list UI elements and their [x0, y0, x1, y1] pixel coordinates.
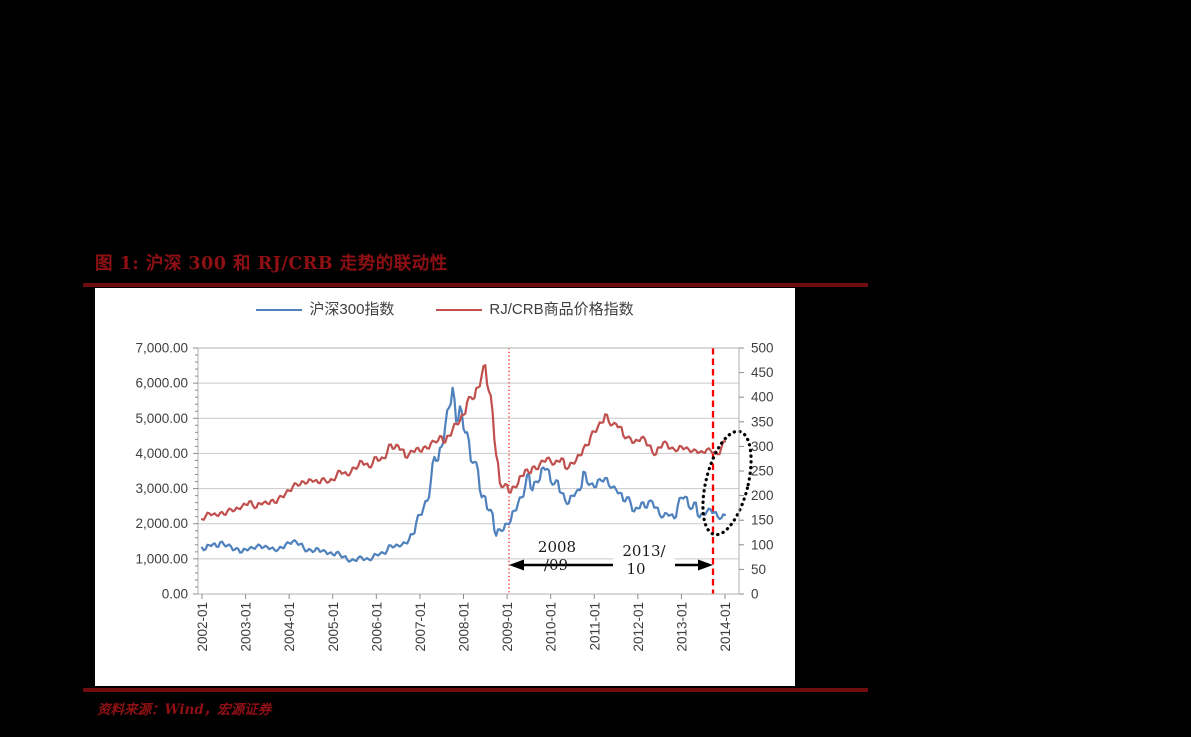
y-axis-label-left: 7,000.00 [135, 341, 188, 356]
annotation-2013-line1: 2013/ [622, 542, 666, 560]
annotation-2008-line2: /09 [544, 556, 568, 574]
y-axis-label-right: 350 [751, 414, 774, 429]
y-axis-label-right: 250 [751, 464, 774, 479]
annotation-2008-line1: 2008 [538, 538, 576, 556]
chart-panel: 2008/09 2013/10 0.00 1,000.00 2,000.00 3,000.… [95, 288, 795, 686]
y-axis-label-right: 300 [751, 439, 774, 454]
y-axis-label-right: 200 [751, 488, 774, 503]
legend-label-crb: RJ/CRB商品价格指数 [489, 301, 634, 318]
x-axis-label: 2009-01 [500, 602, 515, 652]
y-axis-label-right: 400 [751, 390, 774, 405]
x-axis-label: 2004-01 [282, 602, 297, 652]
x-axis-label: 2013-01 [674, 602, 689, 652]
source-divider-rule [83, 688, 868, 692]
y-axis-label-right: 0 [751, 587, 759, 602]
x-axis-label: 2014-01 [718, 602, 733, 652]
legend-label-hs300: 沪深300指数 [309, 301, 395, 318]
annotation-arrow-left-head-icon [509, 559, 524, 571]
legend-item-crb: RJ/CRB商品价格指数 [436, 301, 634, 318]
y-axis-label-left: 2,000.00 [135, 516, 188, 531]
x-axis-label: 2005-01 [326, 602, 341, 652]
series-line-crb [200, 364, 727, 521]
legend-line-hs300-icon [256, 308, 303, 311]
y-axis-label-left: 4,000.00 [135, 446, 188, 461]
y-axis-label-right: 150 [751, 513, 774, 528]
x-axis-label: 2008-01 [457, 602, 472, 652]
figure-title: 图 1: 沪深 300 和 RJ/CRB 走势的联动性 [95, 254, 448, 274]
source-note: 资料来源：Wind，宏源证券 [97, 702, 272, 718]
legend-item-hs300: 沪深300指数 [256, 302, 394, 317]
legend-line-crb-icon [436, 308, 483, 311]
x-axis-label: 2006-01 [369, 602, 384, 652]
y-axis-label-right: 50 [751, 562, 766, 577]
annotation-arrow-right-head-icon [698, 559, 713, 571]
annotation-label-backing [613, 541, 675, 577]
annotation-2013-line2: 10 [626, 560, 645, 578]
y-axis-label-right: 100 [751, 537, 774, 552]
y-axis-label-left: 0.00 [162, 587, 188, 602]
x-axis-label: 2010-01 [544, 602, 559, 652]
x-axis-label: 2011-01 [587, 602, 602, 651]
y-axis-label-left: 5,000.00 [135, 411, 188, 426]
y-axis-label-left: 1,000.00 [135, 551, 188, 566]
x-axis-label: 2003-01 [239, 602, 254, 652]
y-axis-label-left: 3,000.00 [135, 481, 188, 496]
y-axis-label-right: 450 [751, 365, 774, 380]
title-divider-rule [83, 283, 868, 287]
highlight-ellipse [701, 429, 753, 537]
x-axis-label: 2007-01 [413, 602, 428, 652]
y-axis-label-right: 500 [751, 341, 774, 356]
chart-canvas: 2008/09 2013/10 0.00 1,000.00 2,000.00 3,000.… [135, 341, 774, 652]
x-axis-label: 2012-01 [631, 602, 646, 652]
y-axis-label-left: 6,000.00 [135, 376, 188, 391]
x-axis-label: 2002-01 [195, 602, 210, 652]
chart-legend: 沪深300指数 RJ/CRB商品价格指数 [95, 302, 795, 317]
series-line-hs300 [200, 386, 727, 563]
